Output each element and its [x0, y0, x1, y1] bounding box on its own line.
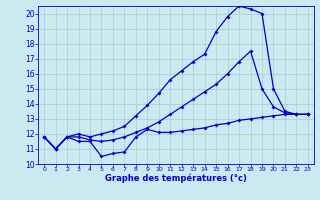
X-axis label: Graphe des températures (°c): Graphe des températures (°c) — [105, 174, 247, 183]
